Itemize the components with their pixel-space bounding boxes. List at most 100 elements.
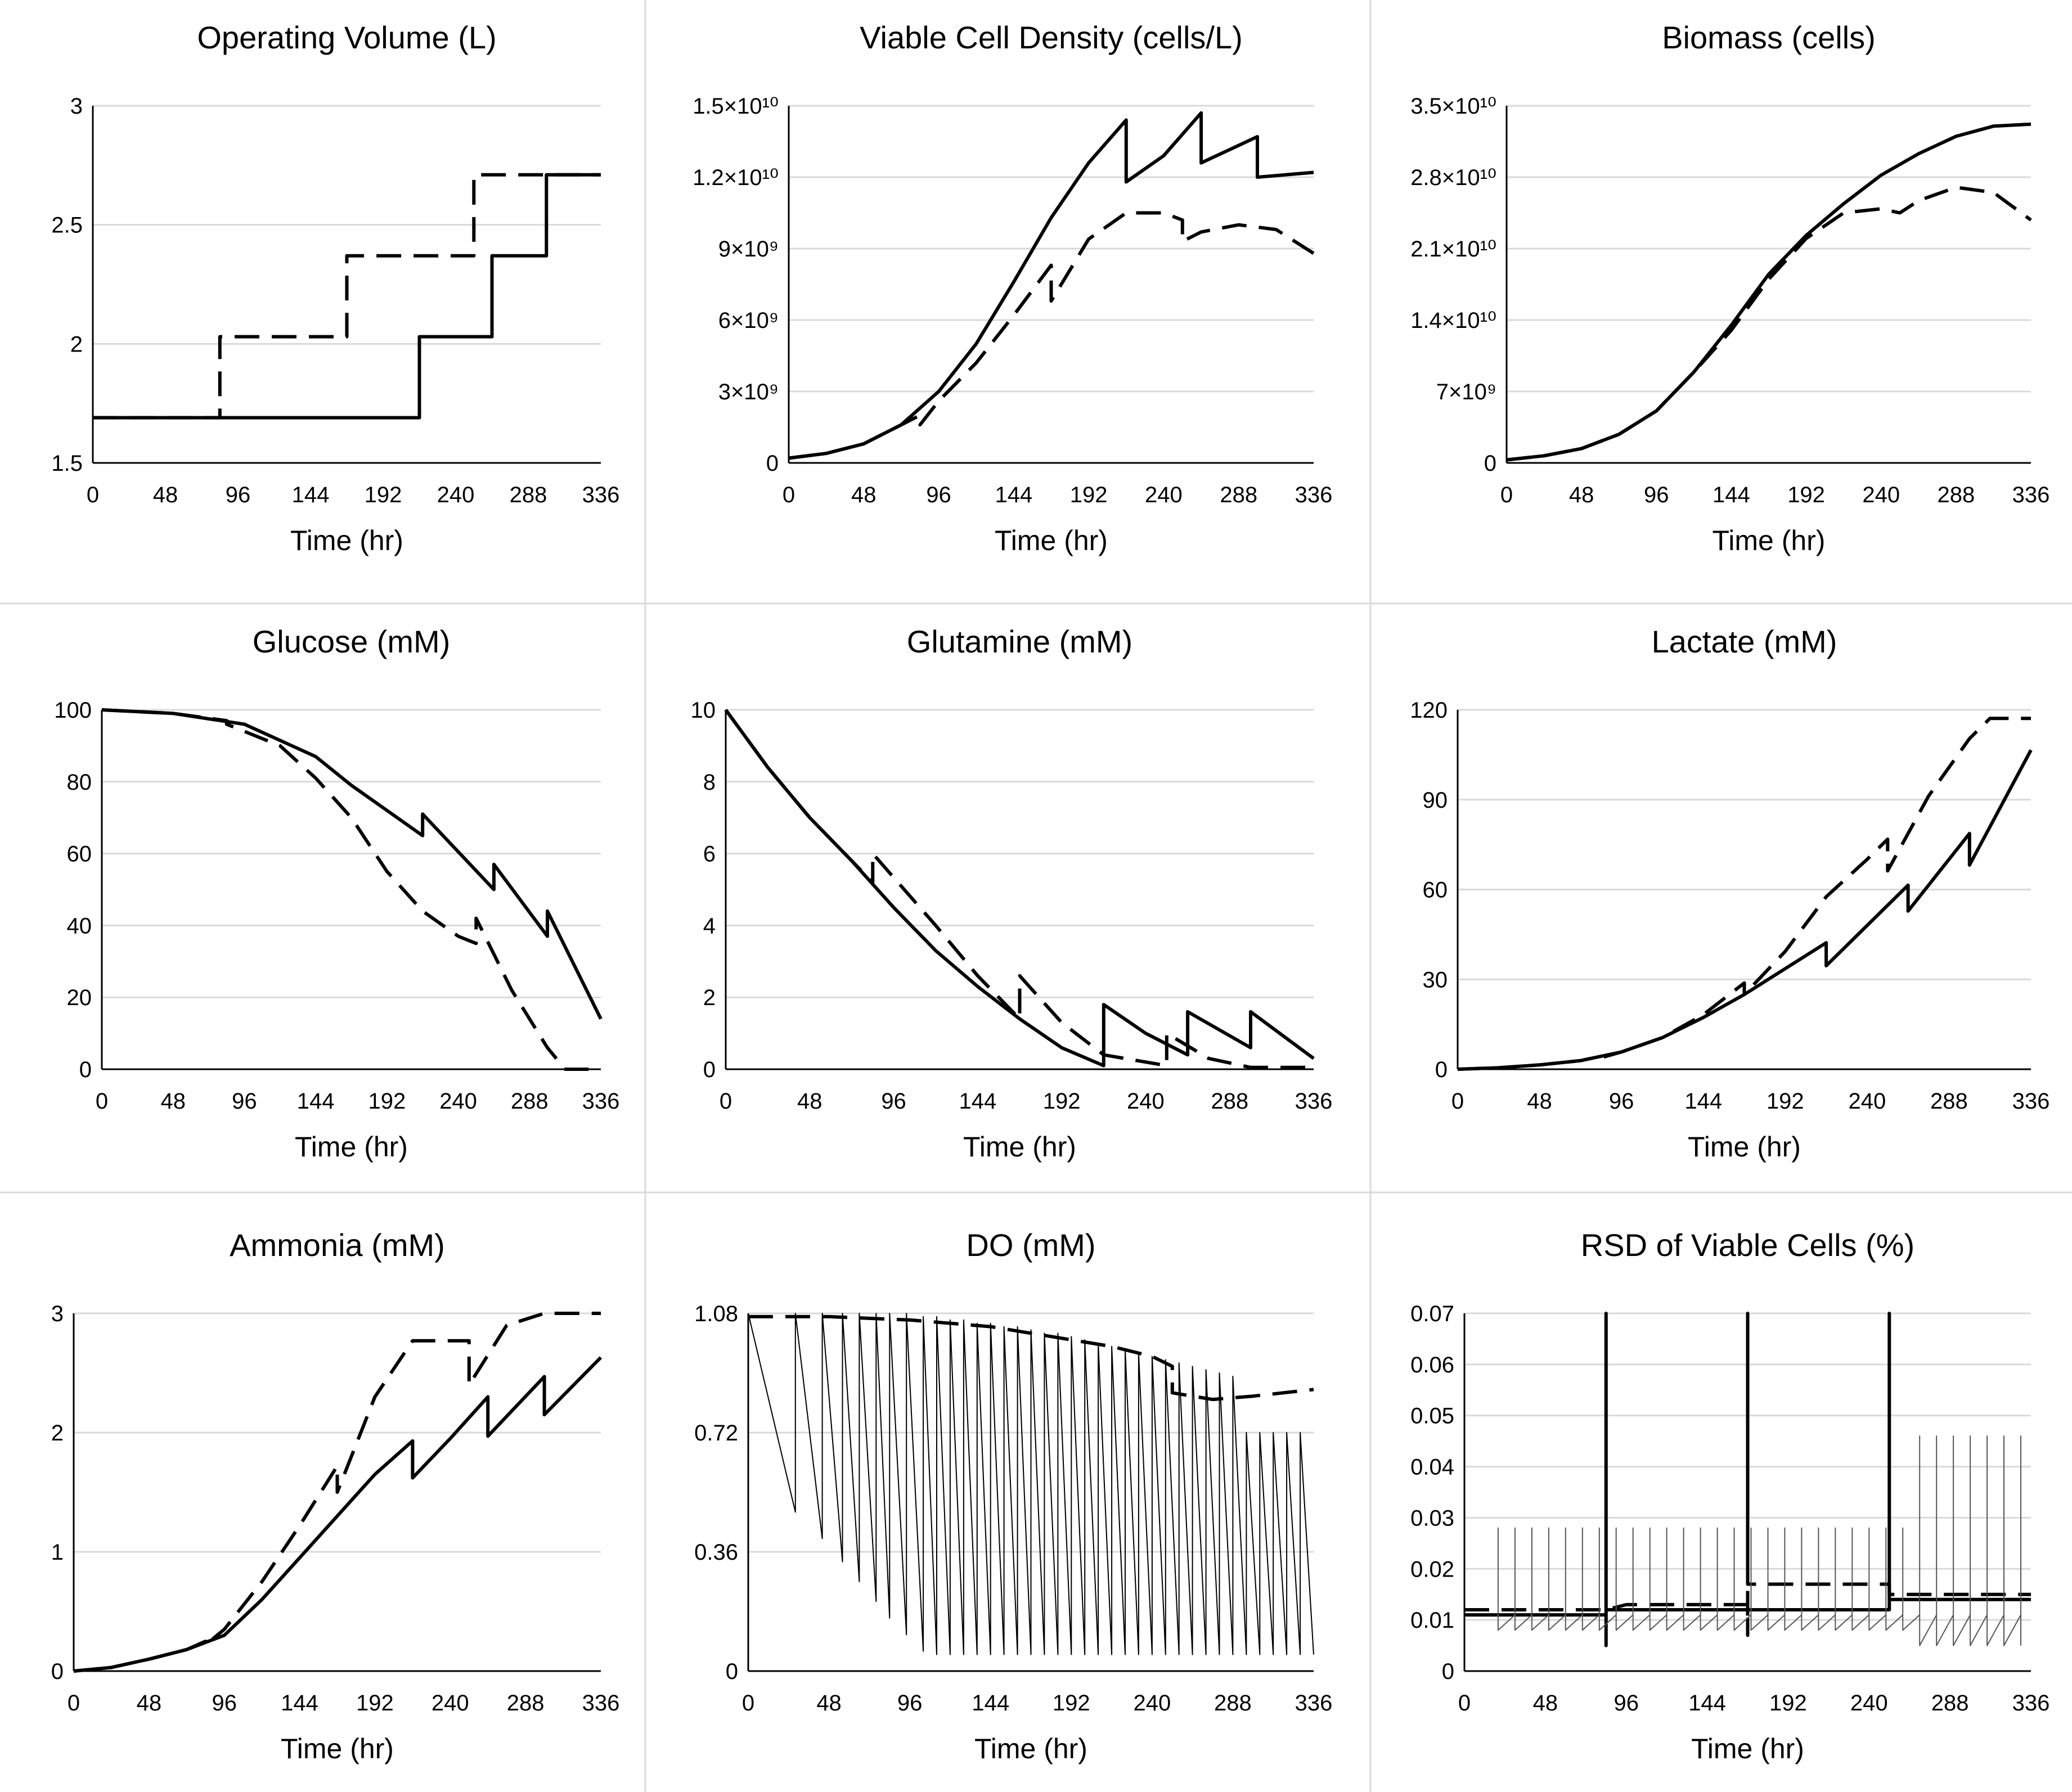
x-tick-label: 0 bbox=[1500, 483, 1513, 507]
x-tick-label: 336 bbox=[582, 1089, 620, 1114]
series-line-dashed bbox=[1457, 717, 2031, 1071]
x-axis-label: Time (hr) bbox=[963, 1131, 1076, 1163]
chart-title: Operating Volume (L) bbox=[197, 20, 496, 55]
x-tick-label: 96 bbox=[1609, 1089, 1634, 1114]
y-tick-label: 0 bbox=[79, 1057, 92, 1082]
x-tick-label: 48 bbox=[1569, 483, 1594, 507]
x-tick-label: 192 bbox=[365, 483, 402, 507]
y-tick-label: 40 bbox=[67, 913, 92, 938]
y-tick-label: 0 bbox=[703, 1057, 716, 1082]
x-tick-label: 192 bbox=[356, 1691, 394, 1716]
y-tick-label: 6×10⁹ bbox=[718, 308, 779, 333]
y-tick-label: 1.08 bbox=[694, 1302, 738, 1326]
series-line-solid bbox=[101, 708, 603, 1020]
series-line-solid bbox=[724, 709, 1315, 1068]
chart-panel-4: 0 20 40 60 80 100 0 48 96 144 192 240 288 336 Glucose … bbox=[54, 624, 619, 1163]
x-tick-label: 192 bbox=[1043, 1089, 1081, 1114]
x-tick-label: 288 bbox=[510, 483, 547, 507]
x-axis-label: Time (hr) bbox=[290, 525, 403, 556]
x-tick-label: 144 bbox=[281, 1691, 318, 1716]
x-tick-label: 0 bbox=[1451, 1089, 1464, 1114]
x-tick-label: 0 bbox=[783, 483, 795, 507]
series-line-solid bbox=[788, 111, 1314, 460]
x-tick-label: 48 bbox=[851, 483, 877, 507]
x-tick-label: 288 bbox=[1220, 483, 1257, 507]
chart-title: Ammonia (mM) bbox=[230, 1227, 445, 1263]
x-tick-label: 0 bbox=[742, 1691, 754, 1716]
y-tick-label: 3×10⁹ bbox=[718, 380, 779, 404]
x-tick-label: 192 bbox=[1787, 483, 1825, 507]
x-tick-label: 96 bbox=[1644, 483, 1669, 507]
x-tick-label: 0 bbox=[1458, 1691, 1471, 1716]
x-tick-label: 192 bbox=[368, 1089, 406, 1114]
chart-panel-9: 0 0.01 0.02 0.03 0.04 0.05 0.06 0.07 0 48 96 144 192… bbox=[1410, 1227, 2049, 1764]
y-tick-label: 60 bbox=[1423, 878, 1448, 903]
y-tick-label: 9×10⁹ bbox=[718, 237, 779, 262]
y-tick-label: 80 bbox=[67, 770, 92, 795]
x-tick-label: 96 bbox=[881, 1089, 906, 1114]
y-tick-label: 1.2×10¹⁰ bbox=[693, 165, 779, 190]
y-tick-label: 0.01 bbox=[1410, 1608, 1454, 1633]
x-axis-label: Time (hr) bbox=[1691, 1733, 1804, 1764]
series-line-dashed bbox=[101, 708, 601, 1071]
chart-panel-2: 0 3×10⁹ 6×10⁹ 9×10⁹ 1.2×10¹⁰ 1.5×10¹⁰ 0 48 96 144… bbox=[693, 20, 1332, 556]
x-tick-label: 192 bbox=[1053, 1691, 1090, 1716]
y-tick-label: 0.02 bbox=[1410, 1557, 1454, 1582]
x-tick-label: 336 bbox=[2012, 483, 2050, 507]
x-tick-label: 48 bbox=[797, 1089, 822, 1114]
y-tick-label: 0.36 bbox=[694, 1540, 738, 1565]
y-tick-label: 0 bbox=[766, 451, 779, 476]
x-tick-label: 0 bbox=[96, 1089, 108, 1114]
x-tick-label: 240 bbox=[1850, 1691, 1888, 1716]
y-tick-label: 0 bbox=[726, 1659, 738, 1684]
chart-title: Glutamine (mM) bbox=[907, 624, 1132, 659]
x-tick-label: 48 bbox=[160, 1089, 186, 1114]
x-tick-label: 288 bbox=[511, 1089, 549, 1114]
x-axis-label: Time (hr) bbox=[1688, 1131, 1801, 1163]
y-tick-label: 2.8×10¹⁰ bbox=[1410, 165, 1496, 190]
x-tick-label: 96 bbox=[232, 1089, 257, 1114]
x-axis-label: Time (hr) bbox=[295, 1131, 408, 1163]
chart-title: Lactate (mM) bbox=[1652, 624, 1837, 659]
x-tick-label: 0 bbox=[720, 1089, 732, 1114]
x-tick-label: 144 bbox=[972, 1691, 1009, 1716]
y-tick-label: 0 bbox=[51, 1659, 64, 1684]
chart-panel-8: 0 0.36 0.72 1.08 0 48 96 144 192 240 288 336 DO (mM)… bbox=[694, 1227, 1332, 1764]
chart-title: Viable Cell Density (cells/L) bbox=[860, 20, 1243, 55]
x-tick-label: 96 bbox=[226, 483, 251, 507]
x-tick-label: 48 bbox=[1533, 1691, 1558, 1716]
series-line-thingray bbox=[1497, 1435, 2021, 1646]
chart-panel-5: 0 2 4 6 8 10 0 48 96 144 192 240 288 336 Glutamine (mM… bbox=[691, 624, 1333, 1163]
y-tick-label: 2 bbox=[70, 332, 83, 357]
x-tick-label: 240 bbox=[1848, 1089, 1886, 1114]
y-tick-label: 4 bbox=[703, 913, 716, 938]
chart-panel-6: 0 30 60 90 120 0 48 96 144 192 240 288 336 Lactate (m… bbox=[1410, 624, 2049, 1163]
x-tick-label: 240 bbox=[437, 483, 475, 507]
x-axis-label: Time (hr) bbox=[995, 525, 1108, 556]
y-tick-label: 0 bbox=[1435, 1057, 1448, 1082]
y-tick-label: 7×10⁹ bbox=[1436, 380, 1496, 404]
y-tick-label: 3 bbox=[51, 1302, 64, 1326]
y-tick-label: 60 bbox=[67, 842, 92, 867]
y-tick-label: 0.05 bbox=[1410, 1404, 1454, 1429]
x-tick-label: 336 bbox=[2012, 1691, 2050, 1716]
y-tick-label: 0 bbox=[1442, 1659, 1454, 1684]
x-axis-label: Time (hr) bbox=[974, 1733, 1087, 1764]
series-line-dashed bbox=[73, 1312, 601, 1673]
x-tick-label: 336 bbox=[582, 1691, 620, 1716]
y-tick-label: 2.1×10¹⁰ bbox=[1410, 237, 1496, 262]
x-tick-label: 288 bbox=[1930, 1089, 1968, 1114]
x-tick-label: 96 bbox=[212, 1691, 237, 1716]
chart-panel-3: 0 7×10⁹ 1.4×10¹⁰ 2.1×10¹⁰ 2.8×10¹⁰ 3.5×10¹⁰ 0 4… bbox=[1410, 20, 2049, 556]
x-tick-label: 336 bbox=[1295, 1691, 1333, 1716]
x-tick-label: 288 bbox=[1214, 1691, 1252, 1716]
x-axis-label: Time (hr) bbox=[1713, 525, 1826, 556]
y-tick-label: 0 bbox=[1484, 451, 1496, 476]
x-axis-label: Time (hr) bbox=[281, 1733, 394, 1764]
x-tick-label: 144 bbox=[297, 1089, 335, 1114]
x-tick-label: 240 bbox=[1127, 1089, 1165, 1114]
chart-title: RSD of Viable Cells (%) bbox=[1581, 1227, 1914, 1263]
y-tick-label: 0.07 bbox=[1410, 1302, 1454, 1326]
y-tick-label: 1.5 bbox=[51, 451, 83, 476]
